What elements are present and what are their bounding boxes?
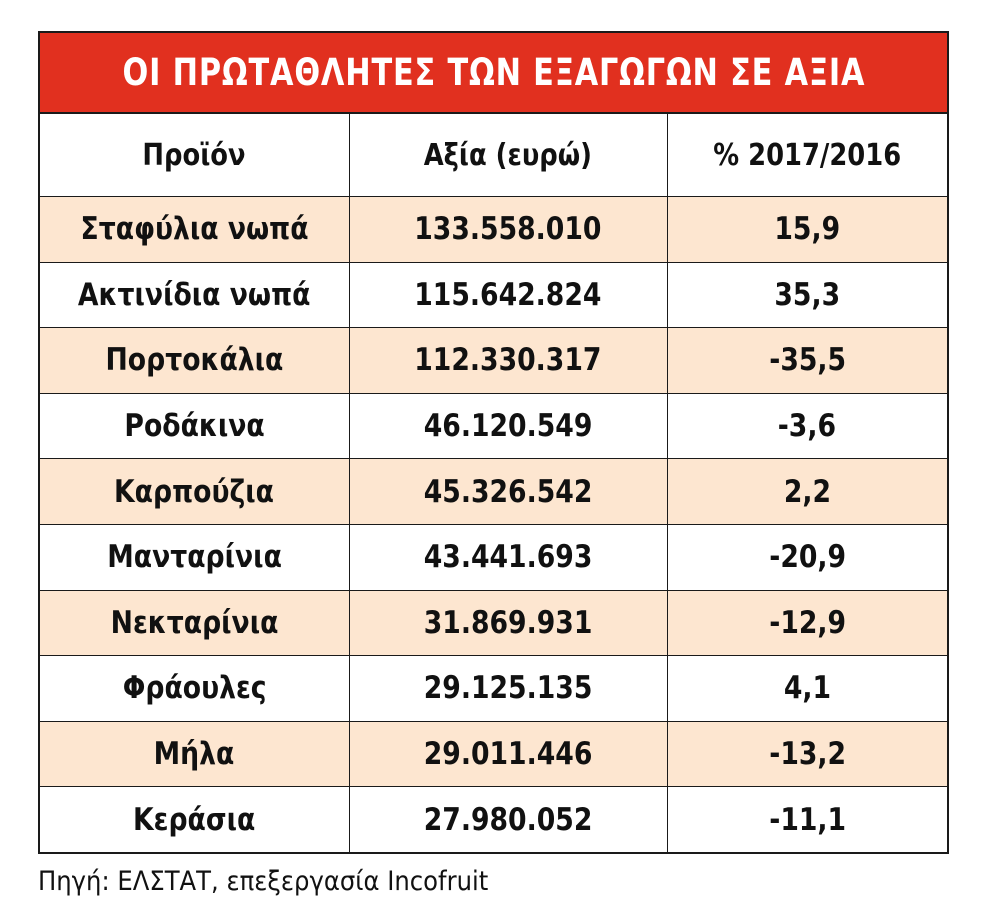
cell-product: Νεκταρίνια	[40, 590, 350, 657]
table-row: Πορτοκάλια 112.330.317 -35,5	[40, 327, 947, 394]
table-row: Νεκταρίνια 31.869.931 -12,9	[40, 590, 947, 657]
cell-value: 115.642.824	[349, 262, 668, 329]
cell-value: 27.980.052	[349, 786, 668, 852]
cell-change: 4,1	[667, 655, 947, 722]
column-header-product: Προϊόν	[40, 114, 350, 197]
source-note: Πηγή: ΕΛΣΤΑΤ, επεξεργασία Incofruit	[38, 866, 538, 897]
cell-product: Φράουλες	[40, 655, 350, 722]
cell-change: -20,9	[667, 524, 947, 591]
cell-value: 29.125.135	[349, 655, 668, 722]
table-body: Σταφύλια νωπά 133.558.010 15,9 Ακτινίδια νω…	[40, 196, 947, 852]
cell-product: Κεράσια	[40, 786, 350, 852]
column-header-change: % 2017/2016	[667, 114, 947, 197]
cell-product: Ροδάκινα	[40, 393, 350, 460]
cell-change: 2,2	[667, 458, 947, 525]
cell-product: Ακτινίδια νωπά	[40, 262, 350, 329]
table-title: ΟΙ ΠΡΩΤΑΘΛΗΤΕΣ ΤΩΝ ΕΞΑΓΩΓΩΝ ΣΕ ΑΞΙΑ	[122, 51, 865, 94]
cell-value: 45.326.542	[349, 458, 668, 525]
cell-change: -35,5	[667, 327, 947, 394]
cell-product: Πορτοκάλια	[40, 327, 350, 394]
cell-product: Σταφύλια νωπά	[40, 196, 350, 263]
column-header-value: Αξία (ευρώ)	[349, 114, 668, 197]
cell-value: 31.869.931	[349, 590, 668, 657]
data-table: Προϊόν Αξία (ευρώ) % 2017/2016 Σταφύλια …	[40, 114, 947, 852]
table-row: Καρπούζια 45.326.542 2,2	[40, 458, 947, 525]
cell-change: 15,9	[667, 196, 947, 263]
table-row: Κεράσια 27.980.052 -11,1	[40, 786, 947, 852]
table-row: Σταφύλια νωπά 133.558.010 15,9	[40, 196, 947, 263]
cell-product: Μανταρίνια	[40, 524, 350, 591]
table-row: Ακτινίδια νωπά 115.642.824 35,3	[40, 262, 947, 329]
table-row: Μήλα 29.011.446 -13,2	[40, 721, 947, 788]
cell-value: 112.330.317	[349, 327, 668, 394]
table-row: Μανταρίνια 43.441.693 -20,9	[40, 524, 947, 591]
table-title-bar: ΟΙ ΠΡΩΤΑΘΛΗΤΕΣ ΤΩΝ ΕΞΑΓΩΓΩΝ ΣΕ ΑΞΙΑ	[40, 33, 947, 114]
cell-value: 29.011.446	[349, 721, 668, 788]
table-row: Φράουλες 29.125.135 4,1	[40, 655, 947, 722]
source-text: Πηγή: ΕΛΣΤΑΤ, επεξεργασία Incofruit	[38, 866, 489, 897]
table-row: Ροδάκινα 46.120.549 -3,6	[40, 393, 947, 460]
cell-change: 35,3	[667, 262, 947, 329]
cell-value: 133.558.010	[349, 196, 668, 263]
cell-change: -12,9	[667, 590, 947, 657]
cell-change: -11,1	[667, 786, 947, 852]
cell-change: -13,2	[667, 721, 947, 788]
cell-value: 43.441.693	[349, 524, 668, 591]
header-row: Προϊόν Αξία (ευρώ) % 2017/2016	[40, 114, 947, 197]
cell-change: -3,6	[667, 393, 947, 460]
export-table: ΟΙ ΠΡΩΤΑΘΛΗΤΕΣ ΤΩΝ ΕΞΑΓΩΓΩΝ ΣΕ ΑΞΙΑ Προϊ…	[38, 31, 949, 854]
cell-value: 46.120.549	[349, 393, 668, 460]
cell-product: Μήλα	[40, 721, 350, 788]
cell-product: Καρπούζια	[40, 458, 350, 525]
